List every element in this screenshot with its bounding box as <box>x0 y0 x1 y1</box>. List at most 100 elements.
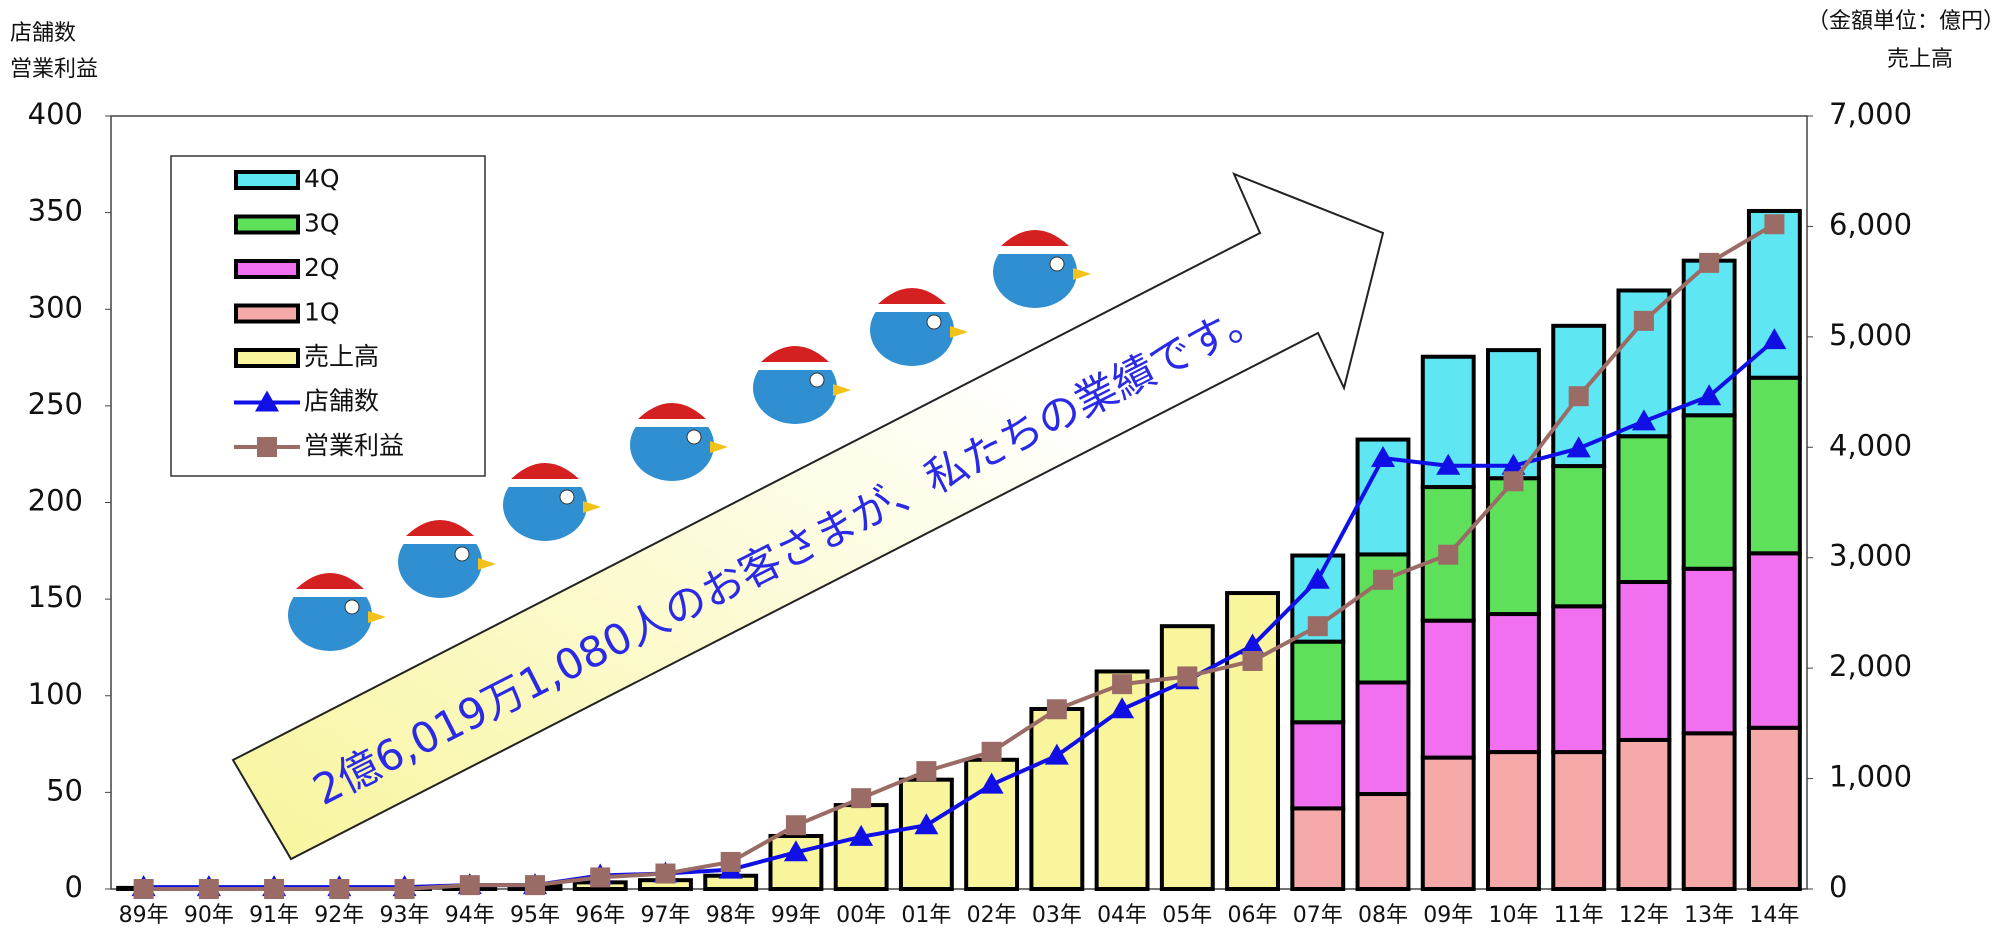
y-tick-label: 100 <box>28 677 83 711</box>
bar <box>1486 612 1541 755</box>
bar <box>1746 725 1802 891</box>
x-tick-label: 00年 <box>836 903 886 928</box>
bird-eye <box>1049 256 1065 272</box>
bird-hat-band <box>872 304 952 312</box>
x-tick-label: 10年 <box>1488 903 1538 928</box>
x-tick-label: 03年 <box>1032 903 1082 928</box>
marker <box>1568 386 1589 407</box>
x-tick-label: 93年 <box>380 903 430 928</box>
bar <box>1420 618 1476 760</box>
y2-tick-label: 1,000 <box>1829 760 1912 794</box>
y-tick-label: 400 <box>28 97 83 131</box>
marker <box>1044 743 1069 765</box>
bird-eye <box>809 372 825 388</box>
x-tick-label: 04年 <box>1097 903 1147 928</box>
bar <box>1355 792 1411 892</box>
x-tick-label: 12年 <box>1619 903 1669 928</box>
bird-hat <box>292 573 368 593</box>
marker <box>1177 666 1198 687</box>
marker <box>329 879 350 899</box>
bar <box>1159 624 1215 891</box>
x-tick-label: 09年 <box>1423 903 1473 928</box>
x-tick-label: 91年 <box>249 903 299 928</box>
bird-hat-band <box>505 479 585 487</box>
marker <box>655 863 676 884</box>
y2-label: 売上高 <box>1887 47 1953 72</box>
bar <box>1290 639 1346 725</box>
y-tick-label: 0 <box>65 870 83 904</box>
marker <box>1307 616 1328 637</box>
y2-tick-label: 5,000 <box>1829 318 1912 352</box>
bar <box>1420 485 1476 623</box>
x-tick-label: 14年 <box>1749 903 1799 928</box>
bird-beak <box>583 501 601 513</box>
marker <box>785 815 806 836</box>
marker <box>979 772 1004 794</box>
legend-swatch <box>234 303 300 324</box>
bird-eye <box>926 314 942 330</box>
legend-label: 売上高 <box>304 342 379 371</box>
marker <box>1240 633 1265 655</box>
y2-tick-label: 7,000 <box>1829 97 1912 131</box>
marker <box>1112 674 1133 695</box>
bar <box>1290 806 1346 891</box>
bar <box>1616 580 1672 742</box>
birds <box>288 230 1091 651</box>
bird-hat-band <box>995 246 1075 254</box>
x-tick-label: 11年 <box>1554 903 1604 928</box>
bird-hat <box>507 463 583 483</box>
marker <box>133 879 154 899</box>
bird-eye <box>559 489 575 505</box>
x-tick-label: 92年 <box>314 903 364 928</box>
legend-label: 2Q <box>304 253 340 282</box>
marker <box>1046 699 1067 720</box>
marker <box>1242 650 1263 671</box>
bar <box>1746 375 1802 556</box>
legend-box <box>170 155 486 477</box>
x-tick-label: 07年 <box>1293 903 1343 928</box>
marker <box>264 879 285 899</box>
marker <box>1633 310 1654 331</box>
bar <box>1616 434 1672 585</box>
bar <box>1551 750 1607 891</box>
marker <box>1566 436 1591 458</box>
marker <box>1697 384 1722 406</box>
x-tick-label: 06年 <box>1228 903 1278 928</box>
bar <box>1290 720 1346 811</box>
bar <box>1616 737 1672 892</box>
bar <box>1681 731 1737 891</box>
bird-hat <box>874 288 950 308</box>
bird-hat-band <box>290 589 370 597</box>
x-tick-label: 08年 <box>1358 903 1408 928</box>
marker <box>981 741 1002 762</box>
bar <box>1029 707 1085 891</box>
y-tick-label: 150 <box>28 580 83 614</box>
bar <box>1681 566 1737 736</box>
legend-marker <box>255 390 279 412</box>
marker <box>1501 453 1526 475</box>
marker <box>1373 569 1393 590</box>
x-tick-label: 89年 <box>119 903 169 928</box>
arrow <box>231 172 1385 861</box>
bar <box>1355 680 1411 797</box>
legend-label: 1Q <box>304 298 340 327</box>
y2-note: （金額単位：億円） <box>1807 9 2005 34</box>
line <box>143 222 1776 891</box>
bar <box>898 777 954 892</box>
y-tick-label: 50 <box>46 773 83 807</box>
bird-hat <box>634 403 710 423</box>
bar <box>1420 755 1476 892</box>
bird-hat <box>997 230 1073 250</box>
y-label: 営業利益 <box>10 57 98 82</box>
x-tick-label: 90年 <box>184 903 234 928</box>
legend-label: 営業利益 <box>304 431 404 460</box>
bird-eye <box>344 599 360 615</box>
marker <box>198 879 219 899</box>
marker <box>1631 409 1656 431</box>
marker <box>849 824 874 846</box>
bird-eye <box>454 546 470 562</box>
marker <box>1762 328 1787 350</box>
x-tick-label: 97年 <box>640 903 690 928</box>
marker <box>720 851 741 872</box>
